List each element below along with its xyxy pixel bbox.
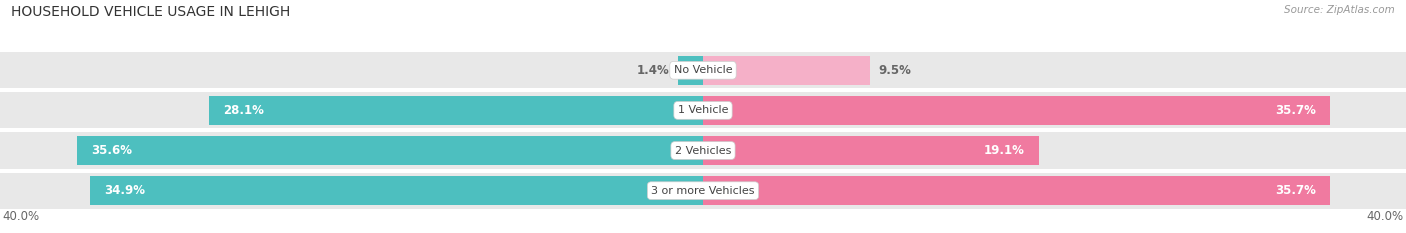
Bar: [0, 133, 1406, 169]
Text: 9.5%: 9.5%: [879, 64, 911, 77]
Bar: [209, 96, 703, 125]
Text: 2 Vehicles: 2 Vehicles: [675, 146, 731, 156]
Text: 34.9%: 34.9%: [104, 184, 145, 197]
Text: 1.4%: 1.4%: [637, 64, 669, 77]
Text: HOUSEHOLD VEHICLE USAGE IN LEHIGH: HOUSEHOLD VEHICLE USAGE IN LEHIGH: [11, 5, 291, 19]
Bar: [0, 52, 1406, 88]
Text: 40.0%: 40.0%: [3, 210, 39, 223]
Bar: [0, 92, 1406, 128]
Bar: [90, 176, 703, 205]
Text: 19.1%: 19.1%: [984, 144, 1025, 157]
Bar: [77, 136, 703, 165]
Text: 35.6%: 35.6%: [91, 144, 132, 157]
Text: 40.0%: 40.0%: [1367, 210, 1403, 223]
Bar: [703, 136, 1039, 165]
Text: Source: ZipAtlas.com: Source: ZipAtlas.com: [1284, 5, 1395, 15]
Bar: [703, 56, 870, 85]
Bar: [0, 173, 1406, 209]
Bar: [678, 56, 703, 85]
Text: 1 Vehicle: 1 Vehicle: [678, 105, 728, 115]
Text: 35.7%: 35.7%: [1275, 104, 1316, 117]
Text: 35.7%: 35.7%: [1275, 184, 1316, 197]
Bar: [703, 96, 1330, 125]
Bar: [703, 176, 1330, 205]
Text: No Vehicle: No Vehicle: [673, 65, 733, 75]
Text: 3 or more Vehicles: 3 or more Vehicles: [651, 186, 755, 196]
Text: 28.1%: 28.1%: [224, 104, 264, 117]
